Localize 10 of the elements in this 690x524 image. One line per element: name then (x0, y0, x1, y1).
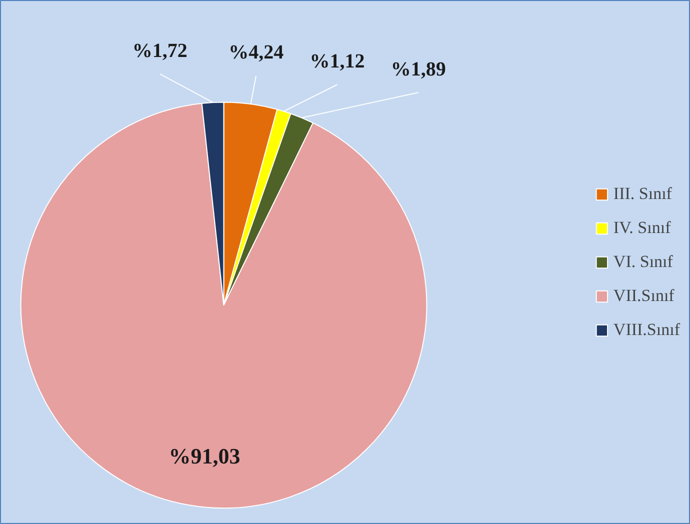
legend-label: VII.Sınıf (613, 286, 674, 306)
legend-label: IV. Sınıf (613, 218, 671, 238)
legend-label: VI. Sınıf (613, 252, 673, 272)
legend-label: VIII.Sınıf (613, 320, 680, 340)
data-label: %1,89 (390, 58, 446, 80)
data-label: %91,03 (168, 443, 240, 468)
data-label: %4,24 (228, 42, 284, 64)
legend-label: III. Sınıf (613, 184, 672, 204)
data-label: %1,12 (310, 50, 365, 72)
data-label: %1,72 (132, 40, 188, 62)
